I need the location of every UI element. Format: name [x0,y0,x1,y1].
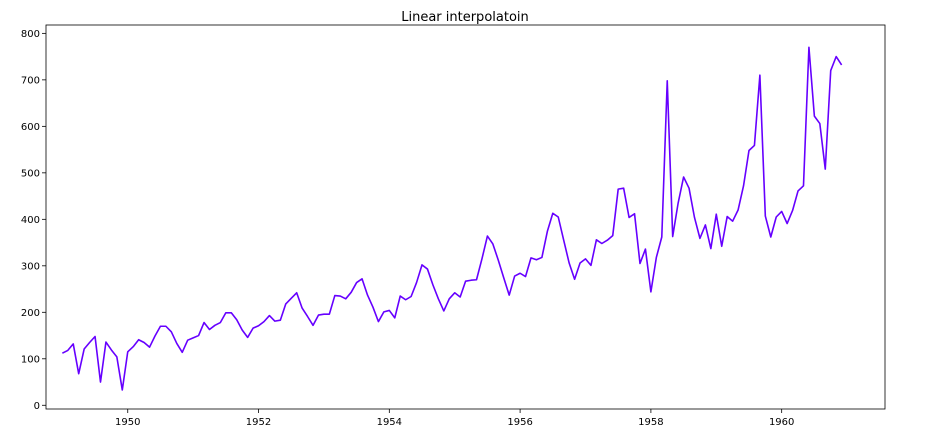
plot-frame [45,24,886,410]
y-tick-label: 700 [21,75,40,86]
y-tick-label: 100 [21,354,40,365]
y-tick-label: 600 [21,122,40,133]
x-tick-label: 1950 [115,417,140,428]
series-line [61,46,843,391]
x-tick-label: 1956 [507,417,532,428]
y-tick-label: 800 [21,29,40,40]
x-tick-label: 1954 [377,417,402,428]
x-tick-label: 1960 [769,417,794,428]
y-tick-label: 500 [21,168,40,179]
y-axis: 0 100 200 300 400 500 600 700 800 [21,29,46,412]
chart-title: Linear interpolatoin [401,10,529,25]
y-tick-label: 0 [34,401,40,412]
x-axis: 1950 1952 1954 1956 1958 1960 [115,409,794,428]
y-tick-label: 300 [21,261,40,272]
series-layer [61,46,843,391]
y-tick-label: 400 [21,215,40,226]
y-tick-label: 200 [21,308,40,319]
x-tick-label: 1958 [638,417,663,428]
x-tick-label: 1952 [246,417,271,428]
